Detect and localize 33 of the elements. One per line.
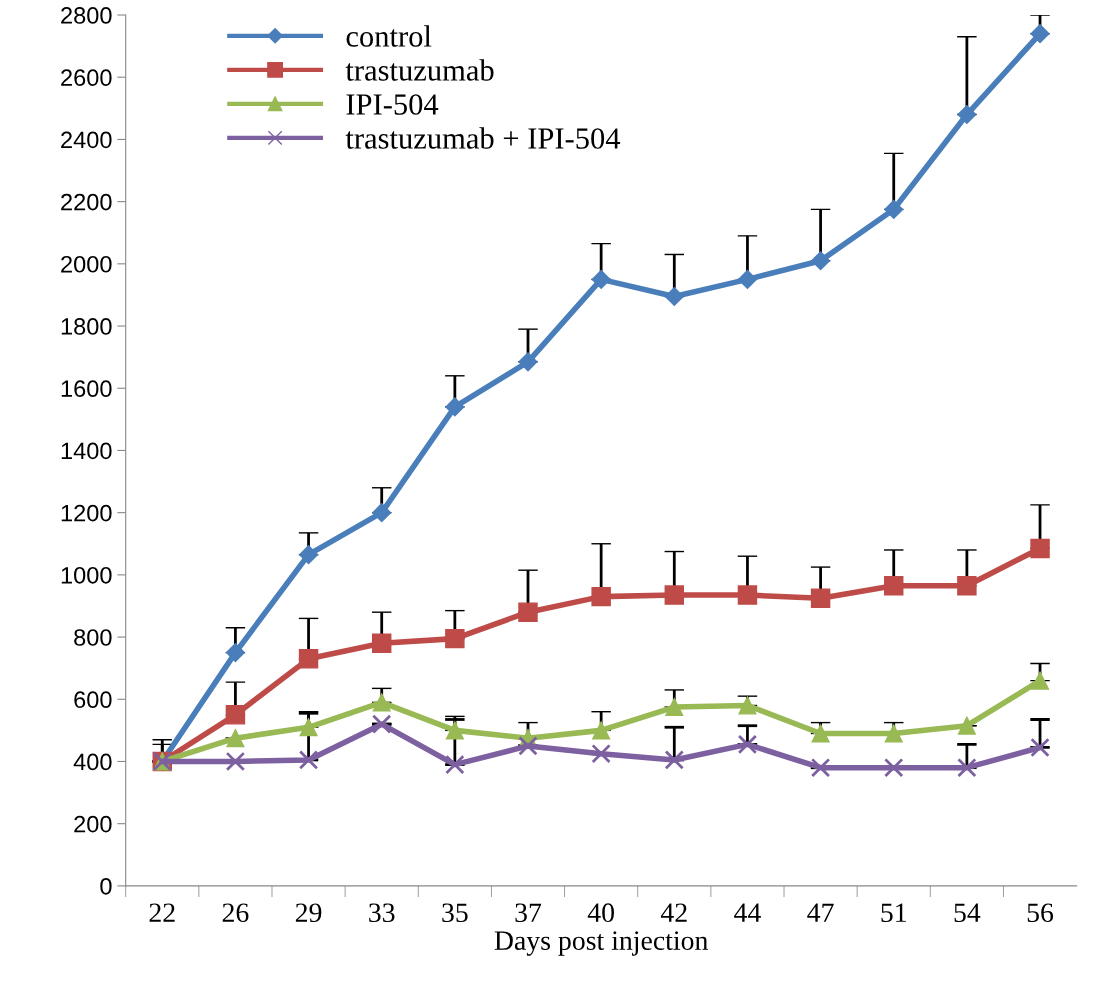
y-tick-label: 2000 (61, 255, 112, 273)
y-tick-label: 800 (74, 629, 112, 646)
legend-label: trastuzumab + IPI-504 (345, 127, 621, 149)
x-tick-label: 56 (1027, 903, 1054, 923)
y-tick-label: 1000 (61, 566, 112, 584)
y-tick-label: 2200 (61, 193, 112, 211)
legend-label: IPI-504 (346, 94, 439, 115)
y-tick-label: 1400 (61, 442, 112, 460)
x-tick-label: 44 (734, 903, 761, 922)
y-tick-label: 2800 (61, 7, 112, 24)
y-tick-label: 2400 (61, 131, 112, 149)
y-tick-label: 600 (74, 691, 112, 709)
x-tick-label: 47 (807, 903, 834, 922)
x-tick-label: 42 (660, 903, 687, 922)
x-tick-label: 37 (515, 903, 542, 923)
x-tick-label: 40 (587, 903, 614, 923)
y-tick-label: 400 (73, 753, 112, 771)
x-tick-label: 33 (369, 903, 395, 923)
x-tick-label: 54 (954, 903, 981, 923)
y-tick-label: 2600 (61, 69, 112, 87)
x-tick-label: 51 (881, 903, 906, 923)
legend-label: trastuzumab (345, 59, 494, 81)
legend-label: control (346, 25, 432, 47)
x-tick-label: 26 (222, 903, 249, 923)
y-tick-label: 0 (100, 877, 112, 895)
y-tick-label: 1200 (61, 504, 112, 522)
x-tick-label: 35 (442, 903, 468, 923)
x-tick-label: 22 (149, 903, 175, 922)
y-tick-label: 1600 (61, 380, 112, 398)
x-axis-title: Days post injection (494, 931, 708, 956)
y-tick-label: 1800 (61, 318, 112, 335)
y-tick-label: 200 (74, 815, 112, 833)
x-tick-label: 29 (295, 903, 322, 923)
